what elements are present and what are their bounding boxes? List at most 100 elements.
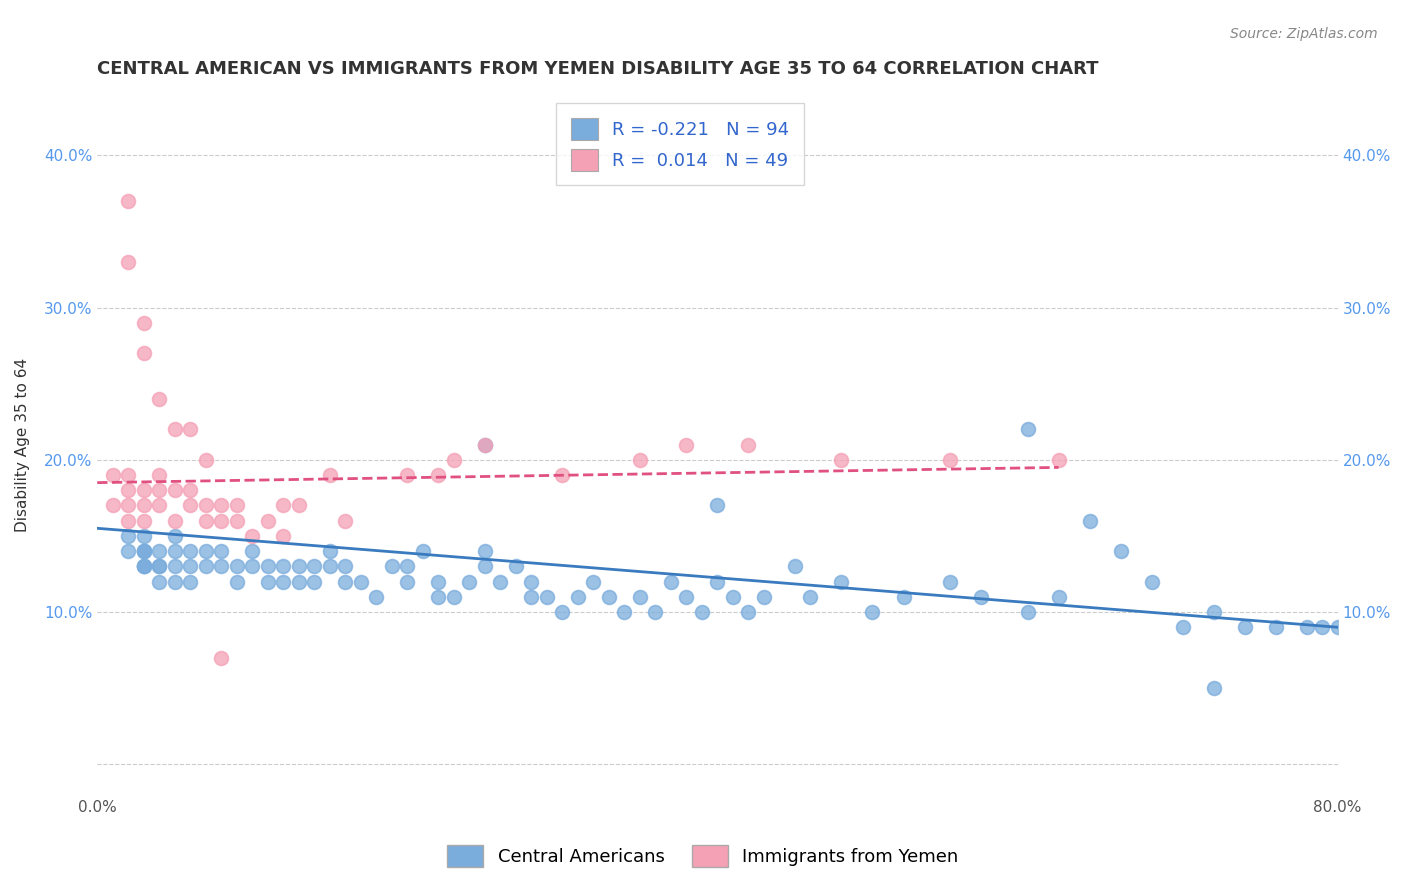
Point [271, 559, 294, 574]
Point [675, 590, 697, 604]
Point [163, 529, 186, 543]
Legend: R = -0.221   N = 94, R =  0.014   N = 49: R = -0.221 N = 94, R = 0.014 N = 49 [557, 103, 804, 186]
Point [132, 514, 155, 528]
Point [335, 559, 357, 574]
Point [163, 483, 186, 498]
Point [862, 605, 884, 619]
Point [505, 559, 527, 574]
Point [304, 574, 326, 589]
Point [288, 559, 311, 574]
Point [551, 468, 574, 483]
Point [939, 574, 962, 589]
Point [474, 559, 496, 574]
Point [474, 437, 496, 451]
Point [132, 559, 155, 574]
Point [1202, 605, 1225, 619]
Point [163, 559, 186, 574]
Point [706, 574, 728, 589]
Point [163, 574, 186, 589]
Point [690, 605, 713, 619]
Point [427, 590, 450, 604]
Point [117, 468, 139, 483]
Point [288, 574, 311, 589]
Point [1047, 590, 1070, 604]
Point [132, 544, 155, 558]
Point [536, 590, 558, 604]
Point [179, 422, 201, 436]
Point [148, 574, 170, 589]
Point [148, 499, 170, 513]
Point [1326, 620, 1348, 634]
Point [225, 499, 247, 513]
Point [396, 559, 419, 574]
Point [132, 346, 155, 360]
Point [427, 468, 450, 483]
Point [256, 559, 278, 574]
Point [721, 590, 744, 604]
Point [225, 514, 247, 528]
Point [319, 559, 342, 574]
Point [628, 452, 651, 467]
Point [271, 499, 294, 513]
Point [970, 590, 993, 604]
Point [132, 316, 155, 330]
Point [319, 544, 342, 558]
Point [240, 529, 263, 543]
Y-axis label: Disability Age 35 to 64: Disability Age 35 to 64 [15, 358, 30, 532]
Point [271, 574, 294, 589]
Point [225, 574, 247, 589]
Point [148, 559, 170, 574]
Point [132, 544, 155, 558]
Point [194, 559, 217, 574]
Text: Source: ZipAtlas.com: Source: ZipAtlas.com [1230, 27, 1378, 41]
Point [1233, 620, 1256, 634]
Point [209, 499, 232, 513]
Point [194, 452, 217, 467]
Point [412, 544, 434, 558]
Point [209, 559, 232, 574]
Point [240, 544, 263, 558]
Point [148, 392, 170, 406]
Point [1109, 544, 1132, 558]
Point [335, 514, 357, 528]
Point [644, 605, 666, 619]
Point [101, 468, 124, 483]
Point [613, 605, 636, 619]
Point [706, 499, 728, 513]
Point [737, 437, 759, 451]
Point [163, 544, 186, 558]
Point [628, 590, 651, 604]
Point [1295, 620, 1317, 634]
Point [396, 468, 419, 483]
Point [179, 544, 201, 558]
Point [209, 650, 232, 665]
Point [209, 544, 232, 558]
Point [474, 437, 496, 451]
Point [132, 559, 155, 574]
Point [148, 559, 170, 574]
Point [366, 590, 388, 604]
Point [675, 437, 697, 451]
Point [830, 452, 852, 467]
Point [240, 559, 263, 574]
Point [194, 499, 217, 513]
Point [381, 559, 404, 574]
Point [567, 590, 589, 604]
Point [179, 483, 201, 498]
Point [132, 544, 155, 558]
Point [132, 529, 155, 543]
Point [1017, 422, 1039, 436]
Point [830, 574, 852, 589]
Point [288, 499, 311, 513]
Point [1078, 514, 1101, 528]
Point [582, 574, 605, 589]
Point [117, 499, 139, 513]
Point [271, 529, 294, 543]
Point [179, 499, 201, 513]
Point [132, 483, 155, 498]
Text: CENTRAL AMERICAN VS IMMIGRANTS FROM YEMEN DISABILITY AGE 35 TO 64 CORRELATION CH: CENTRAL AMERICAN VS IMMIGRANTS FROM YEME… [97, 60, 1098, 78]
Point [194, 514, 217, 528]
Point [179, 559, 201, 574]
Point [209, 514, 232, 528]
Point [659, 574, 682, 589]
